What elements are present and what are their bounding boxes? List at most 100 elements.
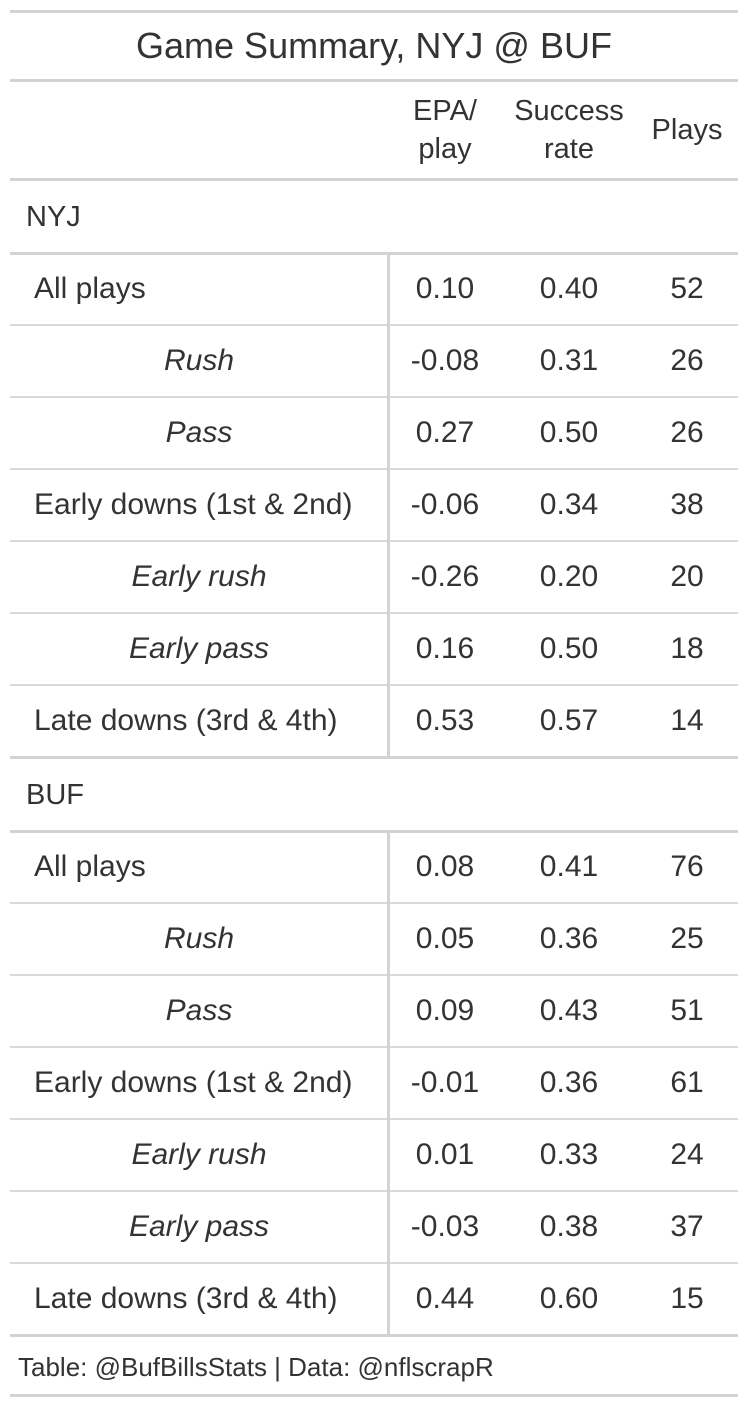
table-row: Late downs (3rd & 4th) 0.53 0.57 14 [10,685,738,757]
top-rule [10,10,738,13]
row-label: Early pass [128,1210,270,1243]
epa-per-play-value: 0.27 [415,416,475,449]
row-label: Early downs (1st & 2nd) [34,1066,353,1099]
table-row: Early rush -0.26 0.20 20 [10,541,738,613]
row-divider [10,902,738,904]
row-divider [10,540,738,542]
epa-per-play-value: -0.26 [410,560,480,593]
plays-value: 61 [670,1066,704,1099]
stub-divider [387,253,390,757]
group-end-rule [10,1334,738,1337]
epa-per-play-value: -0.03 [410,1210,480,1243]
row-divider [10,974,738,976]
epa-per-play-value: 0.01 [415,1138,475,1171]
row-label: Rush [163,344,235,377]
row-divider [10,1118,738,1120]
table-title: Game Summary, NYJ @ BUF [136,25,612,66]
epa-per-play-value: 0.05 [415,922,475,955]
column-header-success-rate: Success rate [514,95,624,165]
success-rate-value: 0.50 [539,416,599,449]
success-rate-value: 0.38 [539,1210,599,1243]
epa-per-play-value: 0.44 [415,1282,475,1315]
row-divider [10,1262,738,1264]
table-row: Early downs (1st & 2nd) -0.01 0.36 61 [10,1047,738,1119]
row-divider [10,1046,738,1048]
column-header-epa: EPA/play [413,95,477,165]
bottom-rule [10,1394,738,1397]
epa-per-play-value: 0.09 [415,994,475,1027]
table-row: Late downs (3rd & 4th) 0.44 0.60 15 [10,1263,738,1335]
plays-value: 37 [670,1210,704,1243]
stub-divider [387,831,390,1335]
plays-value: 20 [670,560,704,593]
success-rate-value: 0.36 [539,922,599,955]
row-divider [10,396,738,398]
plays-value: 25 [670,922,704,955]
plays-value: 14 [670,704,704,737]
row-label: Early rush [131,1138,267,1171]
success-rate-value: 0.40 [539,272,599,305]
header-top-rule [10,79,738,82]
group-rule [10,252,738,255]
table-row: Rush -0.08 0.31 26 [10,325,738,397]
row-divider [10,612,738,614]
table-row: Early pass 0.16 0.50 18 [10,613,738,685]
table-row: Pass 0.27 0.50 26 [10,397,738,469]
table-row: Early pass -0.03 0.38 37 [10,1191,738,1263]
row-label: All plays [34,272,146,305]
header-bottom-rule [10,178,738,181]
row-label: Early pass [128,632,270,665]
group-label: NYJ [26,200,81,233]
table-row: Rush 0.05 0.36 25 [10,903,738,975]
epa-per-play-value: 0.10 [415,272,475,305]
row-label: Pass [165,994,233,1027]
epa-per-play-value: -0.01 [410,1066,480,1099]
plays-value: 18 [670,632,704,665]
row-label: Rush [163,922,235,955]
plays-value: 24 [670,1138,704,1171]
success-rate-value: 0.34 [539,488,599,521]
success-rate-value: 0.57 [539,704,599,737]
table-row: All plays 0.10 0.40 52 [10,253,738,325]
success-rate-value: 0.50 [539,632,599,665]
success-rate-value: 0.43 [539,994,599,1027]
row-divider [10,468,738,470]
success-rate-value: 0.60 [539,1282,599,1315]
plays-value: 51 [670,994,704,1027]
plays-value: 52 [670,272,704,305]
row-label: Late downs (3rd & 4th) [34,1282,338,1315]
table-row: All plays 0.08 0.41 76 [10,831,738,903]
plays-value: 76 [670,850,704,883]
row-label: Late downs (3rd & 4th) [34,704,338,737]
group-end-rule [10,756,738,759]
success-rate-value: 0.31 [539,344,599,377]
epa-per-play-value: 0.16 [415,632,475,665]
row-label: Pass [165,416,233,449]
epa-per-play-value: 0.08 [415,850,475,883]
source-note: Table: @BufBillsStats | Data: @nflscrapR [18,1351,494,1382]
group-header: BUF [10,759,738,831]
plays-value: 15 [670,1282,704,1315]
table-row: Pass 0.09 0.43 51 [10,975,738,1047]
table-row: Early rush 0.01 0.33 24 [10,1119,738,1191]
plays-value: 26 [670,416,704,449]
success-rate-value: 0.36 [539,1066,599,1099]
row-label: All plays [34,850,146,883]
success-rate-value: 0.33 [539,1138,599,1171]
row-divider [10,324,738,326]
row-divider [10,684,738,686]
row-label: Early rush [131,560,267,593]
plays-value: 38 [670,488,704,521]
success-rate-value: 0.41 [539,850,599,883]
success-rate-value: 0.20 [539,560,599,593]
row-label: Early downs (1st & 2nd) [34,488,353,521]
column-header-plays: Plays [651,114,723,146]
group-rule [10,830,738,833]
plays-value: 26 [670,344,704,377]
group-label: BUF [26,778,84,811]
table-row: Early downs (1st & 2nd) -0.06 0.34 38 [10,469,738,541]
row-divider [10,1190,738,1192]
epa-per-play-value: -0.08 [410,344,480,377]
epa-per-play-value: -0.06 [410,488,480,521]
group-header: NYJ [10,181,738,253]
